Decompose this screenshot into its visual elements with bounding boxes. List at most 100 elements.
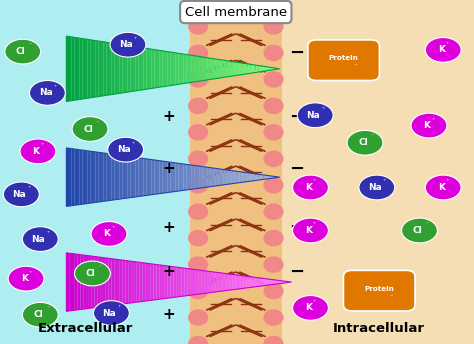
Polygon shape bbox=[88, 151, 91, 204]
Polygon shape bbox=[244, 276, 246, 288]
Polygon shape bbox=[141, 158, 144, 196]
Polygon shape bbox=[208, 58, 210, 80]
Polygon shape bbox=[101, 153, 104, 202]
Polygon shape bbox=[193, 269, 196, 295]
Polygon shape bbox=[117, 155, 119, 200]
Polygon shape bbox=[125, 45, 128, 93]
Polygon shape bbox=[264, 278, 266, 286]
Polygon shape bbox=[149, 159, 152, 195]
Polygon shape bbox=[120, 260, 123, 304]
Polygon shape bbox=[249, 277, 252, 288]
Polygon shape bbox=[122, 155, 125, 199]
Ellipse shape bbox=[264, 0, 283, 8]
Polygon shape bbox=[69, 253, 72, 311]
Text: K: K bbox=[438, 183, 445, 192]
Text: Protein: Protein bbox=[364, 286, 394, 292]
Polygon shape bbox=[178, 163, 181, 191]
Polygon shape bbox=[99, 41, 101, 97]
Polygon shape bbox=[205, 57, 208, 80]
Polygon shape bbox=[131, 261, 134, 303]
Polygon shape bbox=[126, 260, 128, 304]
Text: +: + bbox=[162, 219, 174, 235]
Ellipse shape bbox=[189, 0, 208, 8]
Text: ⁺: ⁺ bbox=[313, 223, 316, 227]
Polygon shape bbox=[205, 167, 208, 187]
Polygon shape bbox=[69, 148, 72, 206]
Text: ⁺: ⁺ bbox=[46, 231, 49, 236]
Ellipse shape bbox=[20, 139, 56, 164]
Polygon shape bbox=[144, 48, 146, 90]
Polygon shape bbox=[216, 59, 219, 78]
Text: ⁻: ⁻ bbox=[354, 63, 357, 69]
Text: +: + bbox=[162, 307, 174, 322]
Polygon shape bbox=[274, 176, 277, 178]
Ellipse shape bbox=[264, 151, 283, 166]
Polygon shape bbox=[106, 153, 109, 201]
Polygon shape bbox=[119, 44, 122, 93]
Polygon shape bbox=[136, 158, 138, 197]
Polygon shape bbox=[266, 67, 269, 71]
Ellipse shape bbox=[110, 32, 146, 57]
Text: K: K bbox=[305, 303, 312, 312]
Polygon shape bbox=[200, 166, 202, 188]
Polygon shape bbox=[250, 64, 253, 73]
Bar bbox=[0, 0, 190, 344]
Polygon shape bbox=[173, 163, 176, 192]
FancyBboxPatch shape bbox=[343, 270, 415, 311]
Polygon shape bbox=[197, 56, 200, 82]
Polygon shape bbox=[242, 63, 245, 75]
Ellipse shape bbox=[29, 80, 65, 105]
Polygon shape bbox=[83, 255, 86, 309]
Ellipse shape bbox=[264, 310, 283, 325]
Polygon shape bbox=[286, 281, 289, 283]
Polygon shape bbox=[227, 274, 229, 290]
Polygon shape bbox=[154, 264, 156, 300]
Polygon shape bbox=[184, 54, 186, 84]
Ellipse shape bbox=[347, 130, 383, 155]
Polygon shape bbox=[280, 281, 283, 283]
Text: ⁺: ⁺ bbox=[27, 186, 30, 191]
Text: ⁻: ⁻ bbox=[389, 294, 393, 300]
Text: ⁺: ⁺ bbox=[313, 300, 316, 305]
Polygon shape bbox=[252, 277, 255, 287]
Ellipse shape bbox=[264, 257, 283, 272]
Text: −: − bbox=[289, 160, 304, 178]
Polygon shape bbox=[274, 68, 277, 69]
Text: Cl: Cl bbox=[358, 138, 368, 147]
Text: Na: Na bbox=[306, 111, 320, 120]
Text: ⁻: ⁻ bbox=[99, 266, 101, 270]
Polygon shape bbox=[213, 58, 216, 79]
Polygon shape bbox=[106, 42, 109, 95]
Polygon shape bbox=[277, 280, 280, 284]
Polygon shape bbox=[96, 41, 99, 97]
Polygon shape bbox=[176, 267, 179, 297]
Text: ⁺: ⁺ bbox=[118, 305, 120, 310]
Polygon shape bbox=[241, 276, 244, 289]
Polygon shape bbox=[171, 266, 173, 298]
Polygon shape bbox=[173, 267, 176, 298]
Polygon shape bbox=[178, 53, 181, 84]
Polygon shape bbox=[234, 62, 237, 76]
Polygon shape bbox=[255, 174, 258, 181]
Text: ⁺: ⁺ bbox=[40, 143, 43, 148]
Polygon shape bbox=[91, 151, 93, 203]
Polygon shape bbox=[170, 52, 173, 86]
Polygon shape bbox=[242, 172, 245, 182]
Polygon shape bbox=[74, 37, 77, 100]
Polygon shape bbox=[109, 43, 112, 95]
Polygon shape bbox=[250, 173, 253, 181]
Polygon shape bbox=[157, 50, 160, 88]
Text: Cl: Cl bbox=[413, 226, 422, 235]
Text: ⁺: ⁺ bbox=[134, 37, 137, 42]
Polygon shape bbox=[224, 273, 227, 291]
Ellipse shape bbox=[8, 266, 44, 291]
Polygon shape bbox=[266, 279, 269, 286]
Polygon shape bbox=[208, 167, 210, 187]
Polygon shape bbox=[226, 170, 229, 184]
Ellipse shape bbox=[189, 204, 208, 219]
Polygon shape bbox=[264, 175, 266, 179]
Polygon shape bbox=[139, 262, 142, 302]
Polygon shape bbox=[283, 281, 286, 283]
Polygon shape bbox=[179, 268, 182, 297]
Polygon shape bbox=[190, 269, 193, 295]
